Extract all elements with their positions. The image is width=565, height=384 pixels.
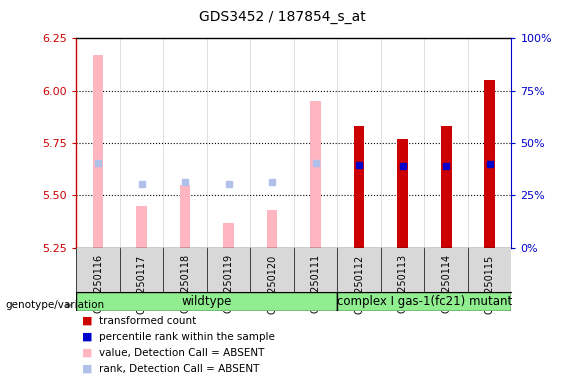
Bar — [267, 210, 277, 248]
Bar — [180, 185, 190, 248]
Text: GSM250113: GSM250113 — [398, 254, 407, 313]
Text: GDS3452 / 187854_s_at: GDS3452 / 187854_s_at — [199, 10, 366, 24]
Text: ■: ■ — [82, 364, 93, 374]
FancyBboxPatch shape — [76, 292, 337, 311]
Text: GSM250115: GSM250115 — [485, 254, 494, 314]
Bar — [93, 55, 103, 248]
Text: GSM250112: GSM250112 — [354, 254, 364, 314]
Bar — [223, 223, 234, 248]
Text: GSM250114: GSM250114 — [441, 254, 451, 313]
Text: GSM250120: GSM250120 — [267, 254, 277, 314]
Text: GSM250119: GSM250119 — [224, 254, 233, 313]
Text: percentile rank within the sample: percentile rank within the sample — [99, 332, 275, 342]
Text: GSM250111: GSM250111 — [311, 254, 320, 313]
Text: ■: ■ — [82, 332, 93, 342]
FancyBboxPatch shape — [337, 292, 511, 311]
Text: ■: ■ — [82, 348, 93, 358]
Text: transformed count: transformed count — [99, 316, 196, 326]
Text: ■: ■ — [82, 316, 93, 326]
Bar — [397, 139, 408, 248]
Text: GSM250117: GSM250117 — [137, 254, 146, 314]
Text: rank, Detection Call = ABSENT: rank, Detection Call = ABSENT — [99, 364, 259, 374]
Bar — [354, 126, 364, 248]
Bar — [441, 126, 451, 248]
Bar — [136, 206, 147, 248]
Text: complex I gas-1(fc21) mutant: complex I gas-1(fc21) mutant — [337, 295, 512, 308]
Text: wildtype: wildtype — [181, 295, 232, 308]
Bar — [484, 80, 495, 248]
Text: GSM250118: GSM250118 — [180, 254, 190, 313]
Bar — [310, 101, 321, 248]
Text: GSM250116: GSM250116 — [93, 254, 103, 313]
Text: value, Detection Call = ABSENT: value, Detection Call = ABSENT — [99, 348, 264, 358]
Text: genotype/variation: genotype/variation — [6, 300, 105, 310]
